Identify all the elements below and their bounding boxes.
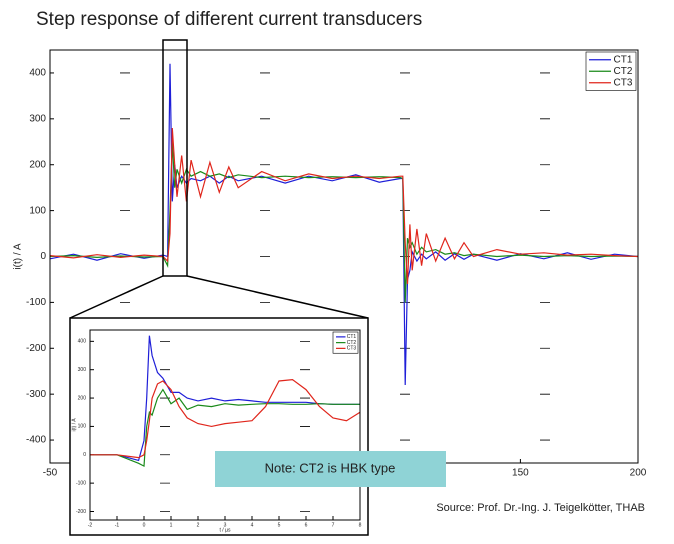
zoom-box	[162, 39, 188, 277]
x-tick-label: 4	[251, 522, 254, 528]
legend-label: CT3	[614, 77, 633, 88]
legend-label: CT3	[347, 346, 357, 352]
y-tick-label: 200	[78, 395, 87, 401]
legend-label: CT2	[347, 340, 357, 346]
x-tick-label: 0	[143, 522, 146, 528]
y-tick-label: -200	[76, 509, 86, 515]
y-tick-label: -100	[76, 480, 86, 486]
x-axis-label: t / µs	[220, 527, 231, 533]
y-tick-label: -200	[26, 343, 46, 354]
x-tick-label: -50	[43, 468, 58, 479]
series-line	[90, 388, 360, 468]
plot-frame	[89, 329, 361, 521]
y-axis-label: i(t) / A	[13, 243, 24, 269]
inset-chart: -200 -100 0 100 200 300 400 -2 -1 0 1 2 3 4 5 6 7 8 i(t) /…	[71, 329, 362, 533]
y-tick-label: 200	[29, 159, 46, 170]
y-tick-label: 300	[29, 113, 46, 124]
series-line	[90, 335, 360, 462]
y-tick-label: 0	[40, 251, 46, 262]
y-tick-label: -400	[26, 435, 46, 446]
x-tick-label: 2	[197, 522, 200, 528]
y-tick-label: 100	[29, 205, 46, 216]
y-tick-label: -100	[26, 297, 46, 308]
x-tick-label: 6	[305, 522, 308, 528]
inset-frame	[69, 317, 369, 536]
slide-title: Step response of different current trans…	[36, 9, 422, 30]
x-tick-label: 150	[512, 468, 529, 479]
y-tick-label: 400	[78, 339, 87, 345]
x-tick-label: 5	[278, 522, 281, 528]
note-box	[215, 451, 446, 487]
source: Source: Prof. Dr.-Ing. J. Teigelkötter, …	[436, 502, 645, 514]
y-tick-label: 300	[78, 367, 87, 373]
x-tick-label: -2	[88, 522, 93, 528]
y-tick-label: 400	[29, 68, 46, 79]
legend-label: CT1	[347, 334, 357, 340]
y-tick-label: 0	[83, 452, 86, 458]
y-tick-label: -300	[26, 389, 46, 400]
x-tick-label: 7	[332, 522, 335, 528]
x-tick-label: 1	[170, 522, 173, 528]
legend-label: CT2	[614, 66, 633, 77]
series-line	[90, 378, 361, 459]
x-tick-label: 8	[359, 522, 362, 528]
note: Note: CT2 is HBK type	[265, 460, 396, 475]
y-axis-label: i(t) / A	[71, 418, 77, 432]
x-tick-label: -1	[115, 522, 120, 528]
zoom-connector	[69, 275, 164, 319]
legend-label: CT1	[614, 54, 633, 65]
x-tick-label: 3	[224, 522, 227, 528]
x-tick-label: 200	[630, 468, 647, 479]
zoom-connector	[186, 275, 369, 319]
series-line	[49, 127, 639, 285]
y-tick-label: 100	[78, 424, 87, 430]
